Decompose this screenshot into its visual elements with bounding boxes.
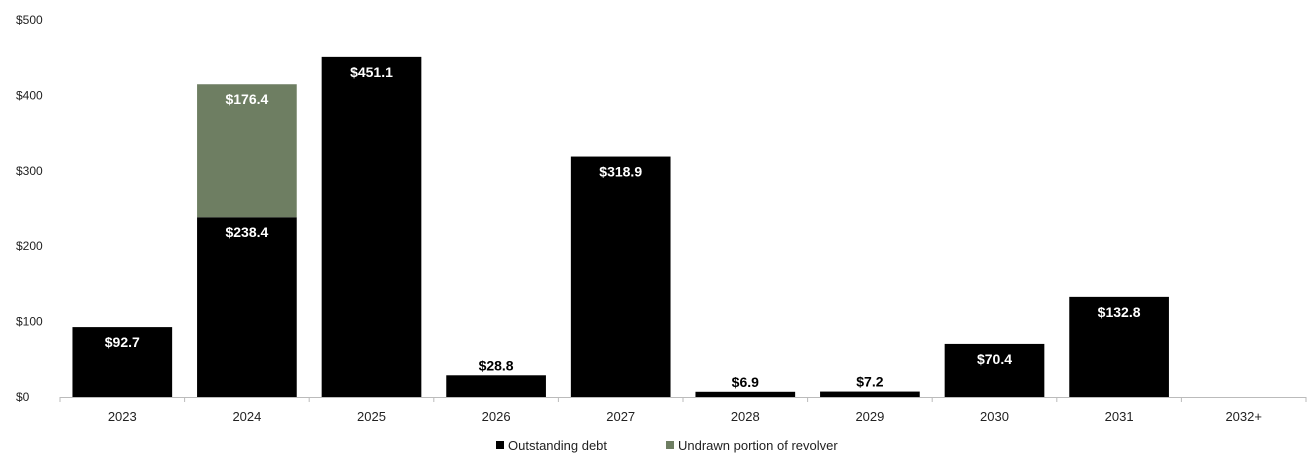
- bar-value-label: $70.4: [977, 351, 1012, 367]
- x-tick-label: 2023: [108, 409, 137, 424]
- bar-value-label: $92.7: [105, 334, 140, 350]
- y-tick-label: $300: [16, 164, 43, 178]
- x-tick-label: 2032+: [1225, 409, 1262, 424]
- bar-value-label: $318.9: [599, 164, 642, 180]
- x-tick-label: 2024: [232, 409, 261, 424]
- legend-swatch: [666, 441, 674, 449]
- x-axis: 2023 2024 2025 2026 2027 2028 2029 2030 2031 2032…: [59, 397, 1307, 424]
- bar-value-label: $7.2: [856, 374, 883, 390]
- x-tick-label: 2031: [1105, 409, 1134, 424]
- legend-label: Outstanding debt: [508, 438, 607, 453]
- bar-outstanding-debt: [1069, 296, 1169, 397]
- bar-value-label: $132.8: [1098, 304, 1141, 320]
- x-tick-label: 2025: [357, 409, 386, 424]
- y-tick-label: $200: [16, 239, 43, 253]
- x-tick-label: 2029: [855, 409, 884, 424]
- bars: $92.7 $238.4 $451.1 $28.8 $318.9 $6.9 $7.2 $70.…: [72, 56, 1169, 397]
- x-tick-label: 2027: [606, 409, 635, 424]
- bar-outstanding-debt: [72, 327, 173, 397]
- legend-swatch: [496, 441, 504, 449]
- legend-label: Undrawn portion of revolver: [678, 438, 838, 453]
- x-tick-label: 2028: [731, 409, 760, 424]
- y-tick-label: $100: [16, 315, 43, 329]
- x-tick-label: 2026: [482, 409, 511, 424]
- bar-outstanding-debt: [570, 156, 671, 397]
- bar-outstanding-debt: [695, 391, 796, 397]
- bar-value-label: $176.4: [225, 91, 268, 107]
- bar-value-label: $238.4: [225, 224, 268, 240]
- bar-outstanding-debt: [446, 375, 546, 397]
- y-axis: $0 $100 $200 $300 $400 $500: [16, 13, 43, 404]
- bar-value-label: $28.8: [479, 357, 514, 373]
- bar-value-label: $6.9: [732, 374, 759, 390]
- bar-undrawn-revolver: [197, 84, 297, 218]
- bar-value-label: $451.1: [350, 64, 393, 80]
- bar-outstanding-debt: [321, 56, 422, 397]
- y-tick-label: $500: [16, 13, 43, 27]
- x-tick-label: 2030: [980, 409, 1009, 424]
- y-tick-label: $400: [16, 88, 43, 102]
- bar-outstanding-debt: [820, 391, 920, 397]
- legend: Outstanding debt Undrawn portion of revol…: [496, 438, 838, 453]
- bar-outstanding-debt: [197, 217, 297, 397]
- y-tick-label: $0: [16, 390, 30, 404]
- bar-outstanding-debt: [944, 343, 1045, 397]
